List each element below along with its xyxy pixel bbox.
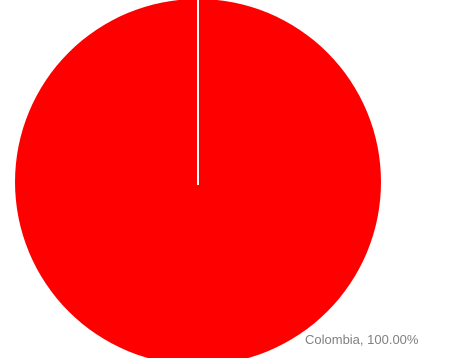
data-label-colombia: Colombia, 100.00%	[305, 332, 419, 347]
